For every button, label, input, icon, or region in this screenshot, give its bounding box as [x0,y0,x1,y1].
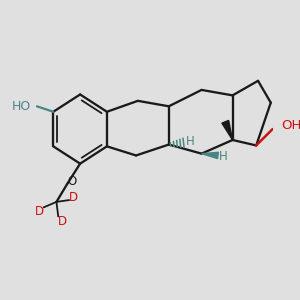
Text: O: O [67,176,76,188]
Polygon shape [222,120,232,140]
Polygon shape [202,152,218,159]
Text: D: D [34,206,44,218]
Text: D: D [69,191,78,204]
Text: HO: HO [12,100,32,113]
Text: H: H [186,135,195,148]
Text: D: D [58,214,68,227]
Text: H: H [219,150,228,163]
Text: OH: OH [282,119,300,132]
